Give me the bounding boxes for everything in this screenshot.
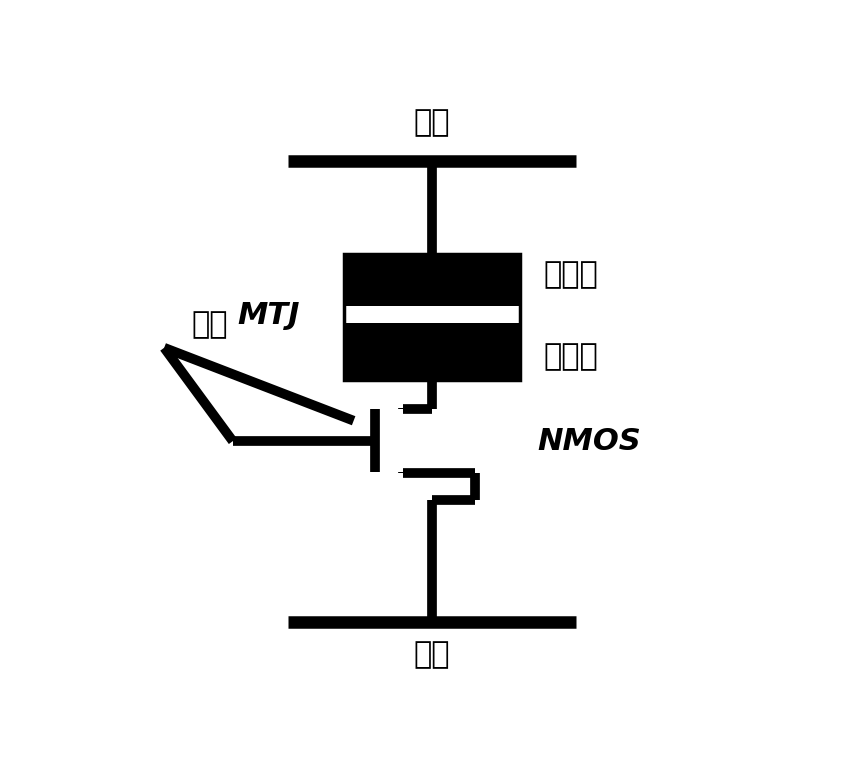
Text: 自由层: 自由层	[543, 260, 598, 290]
Bar	[344, 255, 520, 380]
Bar	[344, 305, 520, 323]
Bar	[344, 255, 520, 305]
Text: 位线: 位线	[414, 108, 450, 137]
Text: MTJ: MTJ	[238, 301, 300, 330]
Text: 参考层: 参考层	[543, 342, 598, 371]
Text: NMOS: NMOS	[537, 427, 641, 456]
Text: 字线: 字线	[191, 310, 228, 339]
Text: 源线: 源线	[414, 640, 450, 669]
Bar	[344, 323, 520, 380]
